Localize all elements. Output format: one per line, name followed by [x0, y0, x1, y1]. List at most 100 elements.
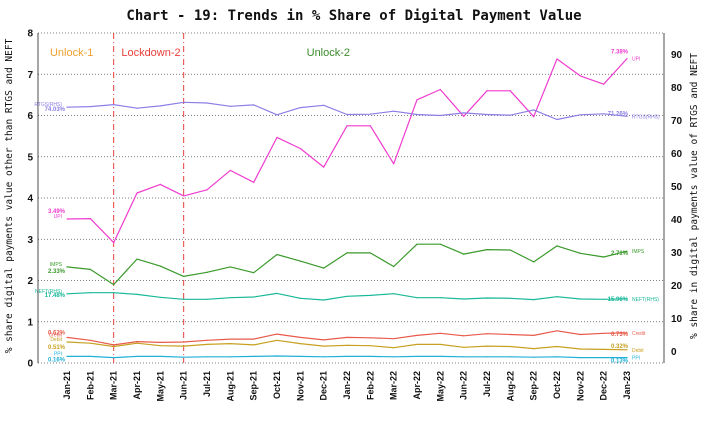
data-point [66, 218, 68, 220]
data-point [113, 357, 115, 359]
data-point [276, 333, 278, 335]
data-point [416, 334, 418, 336]
data-point [229, 343, 231, 345]
series-name-label: Debit [632, 348, 644, 354]
data-point [159, 105, 161, 107]
data-point [626, 298, 628, 300]
data-point [533, 334, 535, 336]
end-value-label: 0.32% [611, 344, 629, 350]
data-point [89, 292, 91, 294]
data-point [113, 104, 115, 106]
data-point [323, 104, 325, 106]
x-tick-label: Aug-21 [225, 371, 235, 402]
data-point [509, 297, 511, 299]
data-point [299, 297, 301, 299]
data-point [299, 336, 301, 339]
data-point [579, 252, 581, 254]
data-point [89, 355, 91, 357]
data-point [603, 83, 605, 85]
data-point [579, 357, 581, 359]
data-point [603, 298, 605, 300]
data-point [579, 333, 581, 336]
x-tick-label: Sep-21 [249, 371, 259, 401]
data-point [346, 295, 348, 297]
data-point [346, 355, 348, 357]
data-point [183, 345, 185, 347]
data-point [346, 125, 348, 127]
data-point [533, 356, 535, 358]
data-point [159, 355, 161, 357]
data-point [229, 338, 231, 340]
data-point [509, 356, 511, 358]
y-right-tick-label: 50 [671, 182, 683, 193]
series-line-IMPS [66, 243, 628, 286]
series-name-label: NEFT(RHS) [35, 289, 62, 295]
data-point [556, 356, 558, 358]
data-point [509, 333, 511, 336]
x-tick-label: Jul-22 [482, 371, 492, 397]
start-value-label: 2.33% [48, 269, 66, 275]
phase-labels: Unlock-1 Lockdown-2 Unlock-2 [50, 47, 350, 59]
data-point [369, 294, 371, 296]
data-point [253, 181, 255, 183]
data-point [533, 116, 535, 118]
y-left-tick-label: 6 [27, 111, 33, 122]
phase-label: Unlock-2 [307, 47, 350, 59]
start-value-label: 0.62% [48, 330, 66, 336]
data-point [416, 343, 418, 346]
data-point [626, 357, 628, 359]
data-point [113, 292, 115, 294]
y-left-tick-label: 0 [27, 359, 33, 370]
x-tick-label: Nov-22 [575, 371, 585, 401]
data-point [346, 113, 348, 116]
data-point [346, 252, 348, 254]
data-point [89, 342, 91, 344]
y-right-tick-label: 60 [671, 149, 683, 160]
x-tick-label: Sep-22 [529, 371, 539, 401]
y-right-tick-label: 90 [671, 50, 683, 61]
x-tick-label: May-22 [435, 371, 445, 402]
data-point [486, 90, 488, 92]
data-labels: UPI3.49%UPI7.38%RTGS(RHS)74.03%RTGS(RHS)… [34, 50, 660, 365]
data-point [509, 249, 511, 251]
y-right-tick-label: 0 [671, 347, 677, 358]
data-point [159, 345, 161, 347]
x-tick-label: Aug-22 [505, 371, 515, 402]
data-point [113, 284, 115, 286]
data-point [206, 298, 208, 300]
x-tick-label: Jan-23 [622, 371, 632, 400]
series-layer [66, 57, 628, 359]
data-point [626, 115, 628, 117]
data-point [439, 88, 441, 91]
data-point [206, 343, 208, 346]
data-point [276, 136, 278, 138]
x-tick-label: Jan-21 [62, 371, 72, 400]
x-tick-label: Feb-21 [85, 371, 95, 400]
data-point [439, 343, 441, 346]
data-point [159, 341, 161, 343]
data-point [369, 252, 371, 254]
data-point [369, 355, 371, 357]
series-name-label: IMPS [50, 262, 63, 268]
y-left-tick-label: 5 [27, 152, 33, 163]
data-point [346, 336, 348, 339]
data-point [509, 90, 511, 92]
data-point [66, 106, 68, 108]
x-tick-label: Jul-21 [202, 371, 212, 397]
data-point [136, 342, 138, 344]
phase-boundaries [113, 33, 185, 363]
x-tick-label: Dec-22 [599, 371, 609, 401]
data-point [346, 344, 348, 346]
data-point [393, 338, 395, 340]
data-point [439, 114, 441, 117]
data-point [66, 355, 68, 357]
start-value-label: 0.16% [48, 357, 66, 363]
data-point [416, 99, 418, 101]
data-point [276, 355, 278, 357]
data-point [439, 355, 441, 357]
data-point [393, 347, 395, 349]
x-tick-label: Jun-22 [459, 371, 469, 400]
data-point [603, 348, 605, 350]
data-point [183, 101, 185, 103]
data-point [299, 355, 301, 357]
